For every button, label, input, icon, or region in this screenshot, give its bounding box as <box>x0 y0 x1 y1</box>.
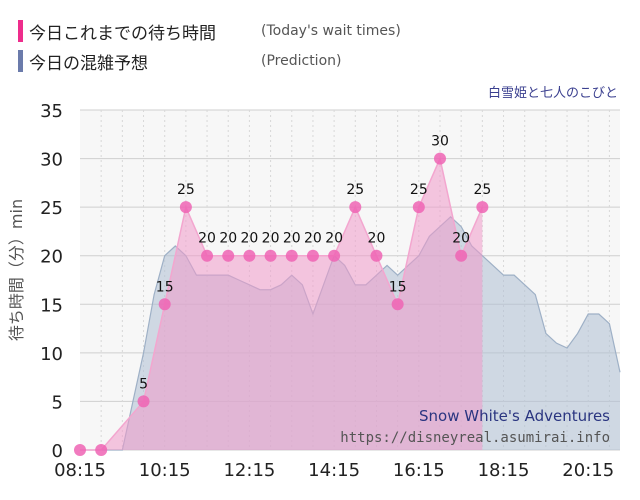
y-tick-label: 0 <box>52 441 63 462</box>
today-data-label: 20 <box>452 231 470 247</box>
attraction-name-jp: 白雪姫と七人のこびと <box>487 86 618 101</box>
legend-prediction-swatch <box>18 50 23 72</box>
watermark-url: https://disneyreal.asumirai.info <box>340 430 610 446</box>
legend-today-sublabel: (Today's wait times) <box>261 23 401 39</box>
today-point <box>201 249 214 262</box>
today-data-label: 25 <box>177 182 195 198</box>
today-data-label: 15 <box>156 279 174 295</box>
y-tick-label: 15 <box>40 295 63 316</box>
today-point <box>243 249 256 262</box>
today-point <box>370 249 383 262</box>
today-point <box>158 298 171 311</box>
legend-prediction-label: 今日の混雑予想 <box>29 53 148 74</box>
today-data-label: 20 <box>262 231 280 247</box>
today-data-label: 30 <box>431 134 449 150</box>
x-tick-label: 10:15 <box>139 460 191 481</box>
today-data-label: 20 <box>304 231 322 247</box>
today-data-label: 20 <box>325 231 343 247</box>
today-point <box>179 201 192 214</box>
today-data-label: 25 <box>473 182 491 198</box>
legend-prediction-sublabel: (Prediction) <box>261 53 342 69</box>
today-data-label: 15 <box>389 279 407 295</box>
today-data-label: 20 <box>219 231 237 247</box>
x-tick-label: 16:15 <box>393 460 445 481</box>
today-point <box>137 395 150 408</box>
legend-today-swatch <box>18 20 23 42</box>
today-point <box>434 152 446 165</box>
y-tick-label: 5 <box>52 392 63 413</box>
today-data-label: 20 <box>198 231 216 247</box>
x-tick-label: 12:15 <box>223 460 275 481</box>
today-data-label: 5 <box>139 376 148 392</box>
legend-today: 今日これまでの待ち時間 (Today's wait times) <box>18 18 401 44</box>
today-data-label: 20 <box>368 231 386 247</box>
x-tick-label: 20:15 <box>562 460 614 481</box>
x-tick-label: 14:15 <box>308 460 360 481</box>
watermark-name: Snow White's Adventures <box>419 407 610 425</box>
today-point <box>412 201 425 214</box>
today-point <box>306 249 319 262</box>
today-point <box>264 249 277 262</box>
x-tick-label: 18:15 <box>478 460 530 481</box>
today-point <box>349 201 362 214</box>
today-data-label: 25 <box>346 182 364 198</box>
today-data-label: 25 <box>410 182 428 198</box>
today-point <box>455 249 468 262</box>
today-area <box>80 158 483 451</box>
y-axis-label: 待ち時間（分）min <box>7 199 26 341</box>
today-point <box>476 201 489 214</box>
today-point <box>74 444 86 456</box>
y-tick-label: 30 <box>40 150 63 171</box>
x-tick-label: 08:15 <box>54 460 106 481</box>
legend-today-label: 今日これまでの待ち時間 <box>29 23 216 44</box>
y-tick-label: 20 <box>40 247 63 268</box>
today-point <box>222 249 235 262</box>
today-data-label: 20 <box>283 231 301 247</box>
today-point <box>285 249 298 262</box>
y-tick-label: 10 <box>40 344 63 365</box>
y-tick-label: 35 <box>40 101 63 122</box>
today-data-label: 20 <box>240 231 258 247</box>
today-point <box>95 444 108 456</box>
today-point <box>328 249 341 262</box>
y-tick-label: 25 <box>40 198 63 219</box>
today-point <box>391 298 404 311</box>
legend-prediction: 今日の混雑予想 (Prediction) <box>18 48 341 74</box>
